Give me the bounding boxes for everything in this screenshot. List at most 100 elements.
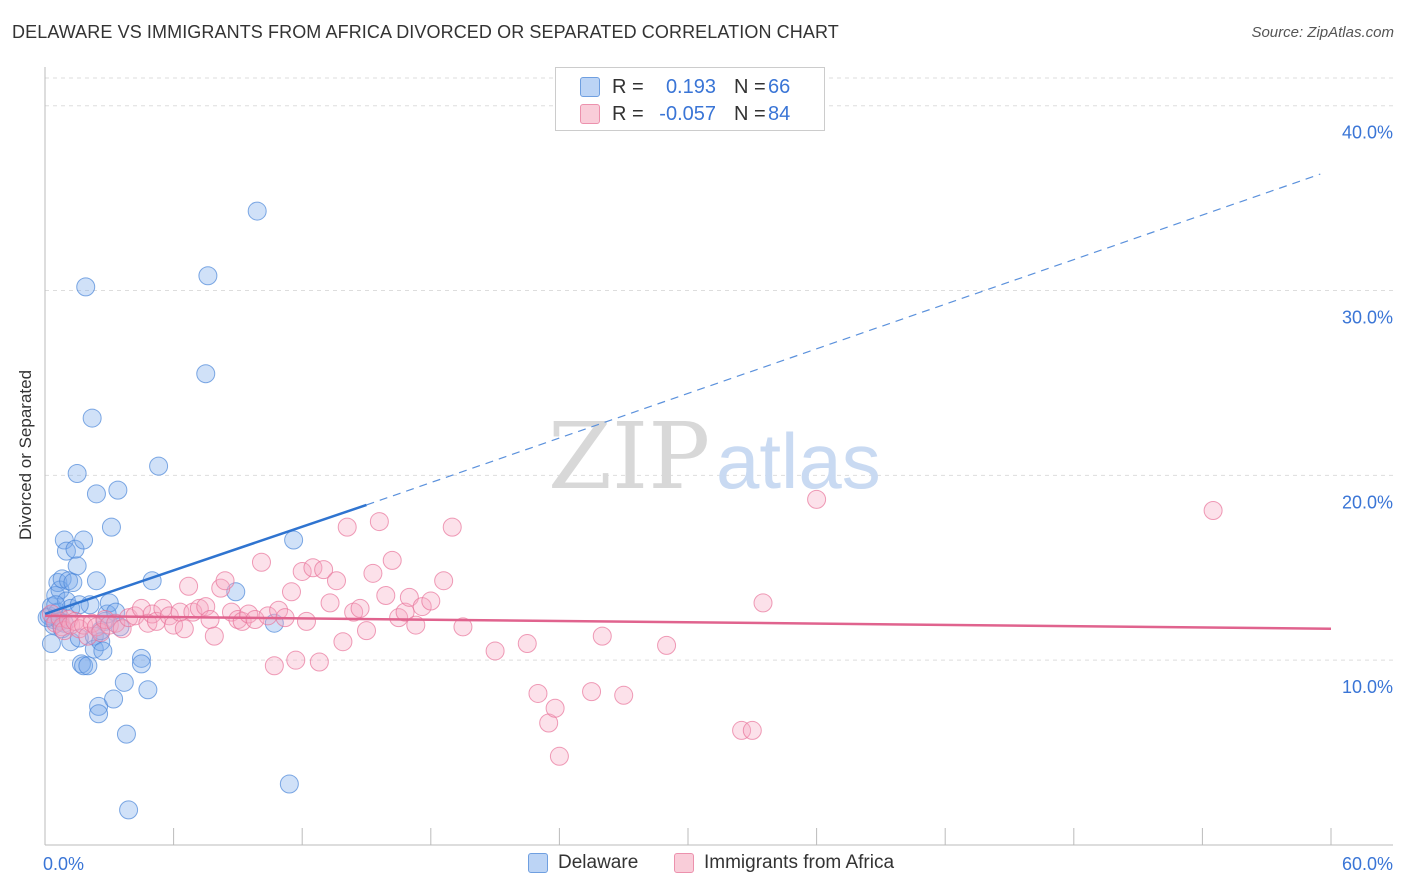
- data-point-africa: [174, 619, 194, 639]
- data-point-africa: [200, 610, 220, 630]
- data-point-africa: [732, 720, 752, 740]
- x-tick-label: 0.0%: [43, 854, 84, 874]
- data-point-delaware: [196, 364, 216, 384]
- legend-r-label: R =: [612, 102, 644, 125]
- y-tick-label: 40.0%: [1342, 123, 1393, 143]
- data-point-delaware: [89, 704, 109, 724]
- trend-lines: [44, 173, 1332, 631]
- axes: [44, 67, 1393, 846]
- data-point-delaware: [89, 696, 109, 716]
- y-tick-label: 30.0%: [1342, 308, 1393, 328]
- data-point-delaware: [93, 641, 113, 661]
- legend-swatch-africa: [580, 104, 600, 124]
- correlation-legend: R = 0.193 N = 66 R = -0.057 N = 84: [555, 67, 825, 131]
- data-point-africa: [320, 593, 340, 613]
- legend-swatch-africa: [674, 853, 694, 873]
- data-point-africa: [245, 610, 265, 630]
- legend-n-value: 66: [768, 75, 791, 98]
- data-point-africa: [363, 563, 383, 583]
- data-point-delaware: [63, 573, 83, 593]
- data-point-africa: [326, 571, 346, 591]
- data-point-africa: [296, 611, 316, 631]
- data-point-africa: [1203, 500, 1223, 520]
- data-point-delaware: [108, 480, 128, 500]
- data-point-delaware: [247, 201, 267, 221]
- legend-label-delaware: Delaware: [558, 852, 639, 873]
- data-point-delaware: [82, 408, 102, 428]
- legend-item-africa[interactable]: Immigrants from Africa: [674, 852, 894, 874]
- data-point-delaware: [78, 656, 98, 676]
- data-point-africa: [344, 602, 364, 622]
- data-point-africa: [264, 656, 284, 676]
- data-point-delaware: [86, 484, 106, 504]
- data-point-africa: [753, 593, 773, 613]
- data-point-delaware: [114, 672, 134, 692]
- data-point-africa: [545, 698, 565, 718]
- data-point-africa: [258, 606, 278, 626]
- data-point-delaware: [74, 656, 94, 676]
- data-point-delaware: [138, 680, 158, 700]
- data-point-africa: [204, 626, 224, 646]
- data-point-africa: [742, 720, 762, 740]
- data-point-delaware: [76, 277, 96, 297]
- source-label[interactable]: Source: ZipAtlas.com: [1251, 24, 1394, 41]
- data-point-delaware: [67, 556, 87, 576]
- data-point-delaware: [119, 800, 139, 820]
- data-point-africa: [382, 550, 402, 570]
- data-point-africa: [517, 634, 537, 654]
- y-tick-label: 20.0%: [1342, 492, 1393, 512]
- data-point-africa: [657, 635, 677, 655]
- data-point-africa: [281, 582, 301, 602]
- data-point-africa: [309, 652, 329, 672]
- data-point-africa: [582, 682, 602, 702]
- data-point-delaware: [198, 266, 218, 286]
- x-tick-label: 60.0%: [1342, 854, 1393, 874]
- chart-title: DELAWARE VS IMMIGRANTS FROM AFRICA DIVOR…: [12, 22, 839, 42]
- data-point-africa: [215, 571, 235, 591]
- y-axis-label: Divorced or Separated: [16, 369, 35, 541]
- data-point-africa: [369, 512, 389, 532]
- legend-n-value: 84: [768, 102, 791, 125]
- data-point-africa: [179, 576, 199, 596]
- data-point-africa: [592, 626, 612, 646]
- data-point-africa: [485, 641, 505, 661]
- data-point-africa: [357, 621, 376, 641]
- data-point-africa: [350, 598, 370, 618]
- watermark-zip: ZIP: [548, 403, 710, 510]
- data-point-africa: [614, 685, 634, 705]
- data-point-delaware: [149, 456, 169, 476]
- tick-labels: 10.0% 20.0% 30.0% 40.0% 0.0% 60.0%: [43, 123, 1393, 874]
- data-point-delaware: [67, 464, 87, 484]
- legend-item-delaware[interactable]: Delaware: [528, 852, 638, 874]
- data-point-delaware: [74, 530, 94, 550]
- legend-swatch-delaware: [580, 77, 600, 97]
- trend-line-africa: [44, 614, 1332, 631]
- data-point-delaware: [52, 569, 72, 589]
- data-point-africa: [106, 613, 126, 633]
- data-point-delaware: [284, 530, 304, 550]
- legend-r-value: -0.057: [659, 102, 716, 125]
- data-point-delaware: [131, 654, 151, 674]
- data-point-africa: [399, 587, 419, 607]
- data-point-africa: [314, 560, 334, 580]
- legend-label-africa: Immigrants from Africa: [704, 852, 895, 873]
- legend-n-label: N =: [734, 102, 766, 125]
- data-point-africa: [286, 650, 306, 670]
- data-point-africa: [453, 617, 473, 637]
- data-point-africa: [528, 683, 548, 703]
- data-point-delaware: [86, 571, 106, 591]
- data-point-africa: [421, 591, 441, 611]
- data-point-delaware: [101, 517, 121, 537]
- trend-line-delaware: [44, 503, 367, 616]
- data-point-africa: [333, 632, 353, 652]
- watermark-atlas: atlas: [716, 417, 881, 505]
- legend-swatch-delaware: [528, 853, 548, 873]
- trend-line-delaware-extension: [366, 173, 1321, 506]
- data-point-delaware: [41, 634, 61, 654]
- watermark: ZIP atlas: [548, 403, 881, 510]
- data-points: [37, 201, 1223, 820]
- data-point-africa: [376, 585, 396, 605]
- data-point-africa: [337, 517, 357, 537]
- data-point-africa: [442, 517, 462, 537]
